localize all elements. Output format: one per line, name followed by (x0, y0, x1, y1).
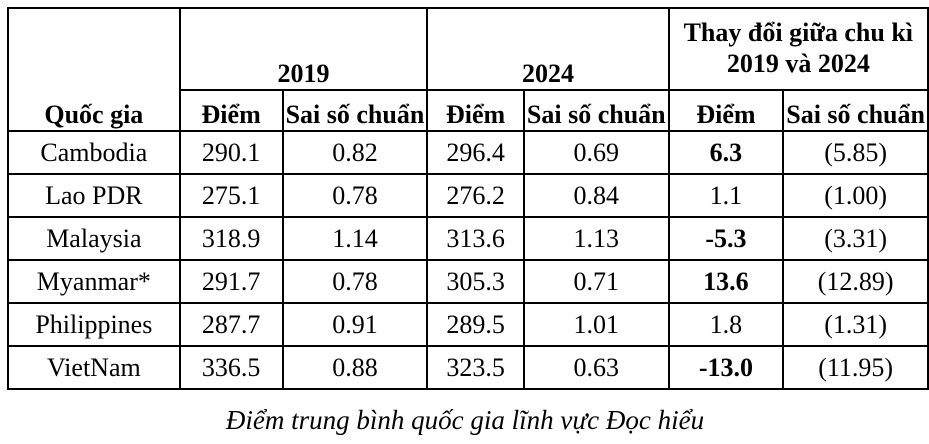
cell-se-2019: 1.14 (281, 216, 429, 261)
cell-change-score: 13.6 (667, 259, 785, 304)
cell-se-2019: 0.91 (281, 302, 429, 347)
cell-change-score: 1.1 (667, 173, 785, 218)
cell-score-2024: 289.5 (426, 302, 525, 347)
table-row: Malaysia 318.9 1.14 313.6 1.13 -5.3 (3.31) (7, 216, 929, 261)
header-group-change: Thay đổi giữa chu kì 2019 và 2024 (667, 7, 929, 91)
cell-score-2019: 336.5 (178, 345, 284, 390)
score-table: Quốc gia 2019 2024 Thay đổi giữa chu kì … (7, 7, 929, 390)
table-row: Philippines 287.7 0.91 289.5 1.01 1.8 (1.31) (7, 302, 929, 347)
cell-change-se: (1.00) (782, 173, 929, 218)
table-row: Lao PDR 275.1 0.78 276.2 0.84 1.1 (1.00) (7, 173, 929, 218)
page: Quốc gia 2019 2024 Thay đổi giữa chu kì … (0, 7, 929, 444)
cell-change-score: 1.8 (667, 302, 785, 347)
cell-score-2019: 275.1 (178, 173, 284, 218)
cell-se-2019: 0.82 (281, 130, 429, 175)
cell-change-score: -13.0 (667, 345, 785, 390)
cell-country: Malaysia (7, 216, 181, 261)
cell-se-2019: 0.78 (281, 173, 429, 218)
table-row: Cambodia 290.1 0.82 296.4 0.69 6.3 (5.85) (7, 130, 929, 175)
cell-se-2019: 0.88 (281, 345, 429, 390)
cell-se-2024: 1.13 (522, 216, 670, 261)
cell-se-2024: 1.01 (522, 302, 670, 347)
cell-score-2024: 313.6 (426, 216, 525, 261)
table-caption: Điểm trung bình quốc gia lĩnh vực Đọc hi… (225, 405, 705, 435)
cell-se-2019: 0.78 (281, 259, 429, 304)
header-se-2019: Sai số chuẩn (281, 89, 429, 132)
header-score-2024: Điểm (426, 89, 525, 132)
cell-country: Lao PDR (7, 173, 181, 218)
cell-country: Cambodia (7, 130, 181, 175)
cell-score-2024: 276.2 (426, 173, 525, 218)
cell-score-2019: 287.7 (178, 302, 284, 347)
header-score-2019: Điểm (178, 89, 284, 132)
cell-se-2024: 0.69 (522, 130, 670, 175)
header-group-2024: 2024 (426, 7, 670, 91)
header-row-subheaders: Điểm Sai số chuẩn Điểm Sai số chuẩn Điểm… (8, 89, 929, 132)
cell-score-2024: 296.4 (426, 130, 525, 175)
cell-score-2024: 305.3 (426, 259, 525, 304)
table-body: Cambodia 290.1 0.82 296.4 0.69 6.3 (5.85) Lao P… (7, 130, 929, 390)
cell-change-se: (3.31) (782, 216, 929, 261)
cell-country: Philippines (7, 302, 181, 347)
cell-change-se: (12.89) (782, 259, 929, 304)
table-row: Myanmar* 291.7 0.78 305.3 0.71 13.6 (12.89) (7, 259, 929, 304)
cell-score-2024: 323.5 (426, 345, 525, 390)
header-se-change: Sai số chuẩn (782, 89, 929, 132)
cell-score-2019: 318.9 (178, 216, 284, 261)
cell-change-se: (5.85) (782, 130, 929, 175)
header-group-2019: 2019 (178, 7, 429, 91)
cell-score-2019: 290.1 (178, 130, 284, 175)
table-header: Quốc gia 2019 2024 Thay đổi giữa chu kì … (7, 7, 929, 132)
header-row-groups: Quốc gia 2019 2024 Thay đổi giữa chu kì … (7, 7, 929, 132)
cell-se-2024: 0.84 (522, 173, 670, 218)
header-country: Quốc gia (7, 7, 181, 132)
cell-change-se: (11.95) (782, 345, 929, 390)
cell-change-se: (1.31) (782, 302, 929, 347)
cell-change-score: 6.3 (667, 130, 785, 175)
table-row: VietNam 336.5 0.88 323.5 0.63 -13.0 (11.95) (7, 345, 929, 390)
cell-change-score: -5.3 (667, 216, 785, 261)
cell-score-2019: 291.7 (178, 259, 284, 304)
cell-se-2024: 0.71 (522, 259, 670, 304)
header-score-change: Điểm (667, 89, 785, 132)
cell-se-2024: 0.63 (522, 345, 670, 390)
header-se-2024: Sai số chuẩn (522, 89, 670, 132)
cell-country: VietNam (7, 345, 181, 390)
cell-country: Myanmar* (7, 259, 181, 304)
